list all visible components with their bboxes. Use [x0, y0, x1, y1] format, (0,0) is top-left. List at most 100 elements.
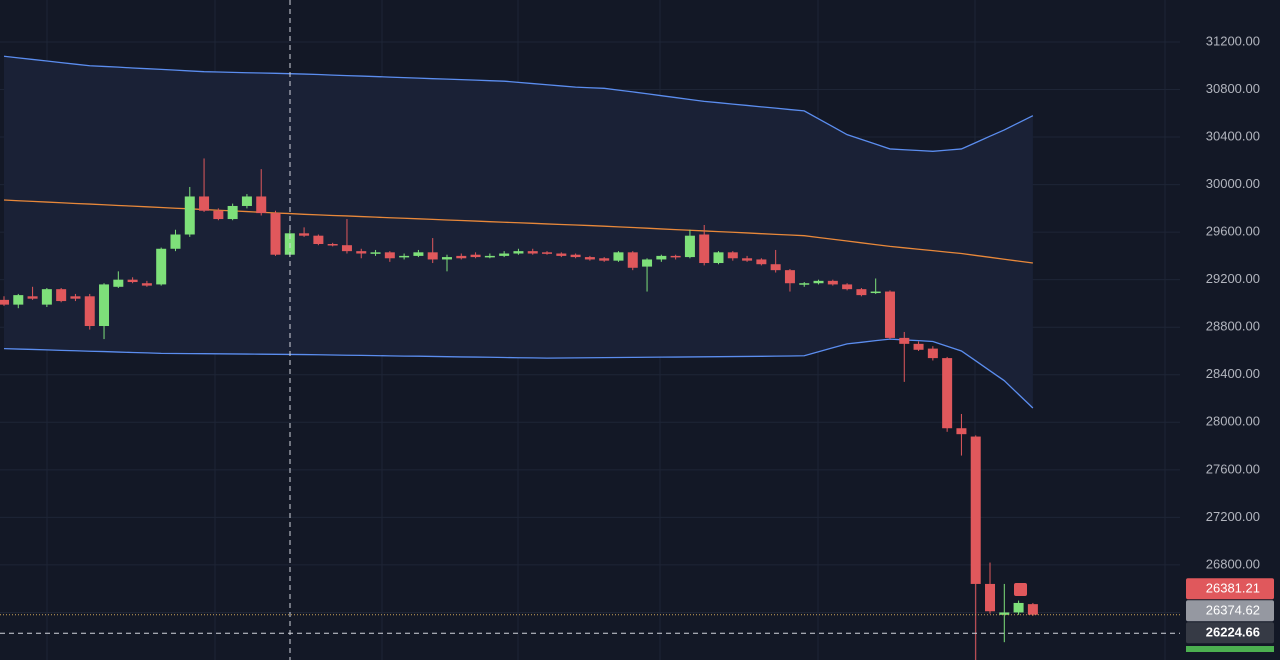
candle-body — [870, 291, 881, 294]
candle-body — [799, 283, 810, 285]
candle-body — [913, 343, 924, 350]
candle-body — [399, 255, 410, 258]
candle-body — [441, 257, 452, 260]
y-tick-label: 28000.00 — [1206, 414, 1260, 429]
candle-body — [170, 234, 181, 249]
candle-body — [527, 251, 538, 254]
candle-body — [613, 252, 624, 261]
y-tick-label: 29600.00 — [1206, 224, 1260, 239]
candle-body — [642, 259, 653, 267]
candle-body — [584, 257, 595, 260]
candle-body — [156, 248, 167, 285]
y-tick-label: 28800.00 — [1206, 319, 1260, 334]
candle-body — [127, 279, 138, 283]
candle-body — [227, 205, 238, 220]
candle-body — [56, 289, 67, 302]
y-tick-label: 28400.00 — [1206, 366, 1260, 381]
candle-body — [0, 299, 9, 305]
candle-body — [99, 284, 110, 327]
candle-body — [770, 264, 781, 271]
candle-body — [956, 428, 967, 435]
price-label: 26374.62 — [1206, 603, 1260, 618]
price-label: 26381.21 — [1206, 581, 1260, 596]
candle-body — [842, 284, 853, 290]
y-tick-label: 30400.00 — [1206, 128, 1260, 143]
alert-icon[interactable] — [1014, 583, 1027, 596]
y-tick-label: 27600.00 — [1206, 461, 1260, 476]
candle-body — [27, 296, 38, 299]
candle-body — [999, 612, 1010, 615]
y-tick-label: 31200.00 — [1206, 33, 1260, 48]
candle-body — [313, 235, 324, 245]
candle-body — [985, 583, 996, 612]
band-line — [3, 199, 1033, 264]
countdown-strip — [1186, 646, 1274, 652]
candle-body — [113, 279, 124, 287]
candle-body — [756, 259, 767, 265]
candle-body — [484, 255, 495, 258]
candle-body — [199, 196, 210, 211]
price-label-box — [1186, 622, 1274, 644]
candle-body — [970, 436, 981, 584]
candle-body — [356, 251, 367, 254]
price-label: 26224.66 — [1206, 625, 1260, 640]
candle-body — [141, 283, 152, 286]
candle-body — [784, 270, 795, 284]
candle-body — [13, 295, 24, 305]
candle-body — [413, 252, 424, 256]
candle-body — [570, 254, 581, 258]
band-line — [3, 55, 1034, 152]
y-tick-label: 27200.00 — [1206, 509, 1260, 524]
band-fill — [4, 56, 1033, 409]
candle-body — [542, 252, 553, 254]
candle-body — [213, 210, 224, 220]
price-label-box — [1186, 578, 1274, 600]
candle-body — [713, 252, 724, 264]
candle-body — [470, 254, 481, 258]
candle-body — [1027, 604, 1038, 615]
y-tick-label: 30000.00 — [1206, 176, 1260, 191]
candle-body — [299, 233, 310, 236]
candle-body — [699, 234, 710, 264]
candle-body — [856, 289, 867, 296]
candle-body — [513, 251, 524, 254]
y-tick-label: 30800.00 — [1206, 81, 1260, 96]
y-tick-label: 26800.00 — [1206, 556, 1260, 571]
candle-body — [670, 255, 681, 258]
candle-body — [627, 252, 638, 268]
candle-body — [942, 358, 953, 429]
candle-body — [927, 348, 938, 359]
candle-body — [84, 296, 95, 327]
candle-body — [184, 196, 195, 235]
candle-body — [327, 244, 338, 246]
price-axis: 31200.00 30800.00 30400.00 30000.00 29600.00… — [1186, 33, 1274, 652]
y-tick-label: 29200.00 — [1206, 271, 1260, 286]
candle-body — [827, 280, 838, 285]
plot — [0, 41, 1180, 660]
candle-body — [684, 235, 695, 258]
candle-body — [70, 296, 81, 299]
price-label-box — [1186, 600, 1274, 622]
candle-body — [884, 291, 895, 338]
candle-body — [370, 252, 381, 254]
candle-body — [599, 258, 610, 261]
candle-body — [727, 252, 738, 259]
candle-body — [742, 258, 753, 261]
candle-body — [813, 280, 824, 284]
candle-body — [556, 253, 567, 256]
candle-body — [656, 255, 667, 260]
candle-body — [384, 252, 395, 259]
candle-body — [899, 337, 910, 344]
candle-body — [456, 255, 467, 259]
candle-body — [241, 196, 252, 206]
candle-body — [427, 252, 438, 260]
band-line — [3, 338, 1034, 409]
candle-body — [256, 196, 267, 214]
candle-body — [270, 213, 281, 255]
candle-body — [41, 289, 52, 305]
candle-body — [499, 253, 510, 256]
candle-body — [341, 245, 352, 252]
candle-body — [1013, 602, 1024, 613]
